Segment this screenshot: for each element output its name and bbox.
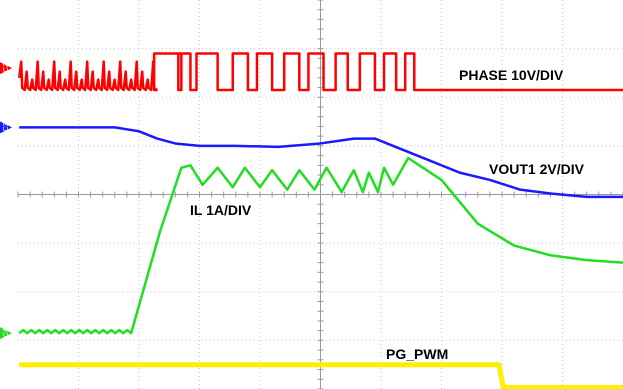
channel-marker — [0, 62, 12, 75]
channel-marker-label: C3 — [3, 122, 10, 131]
il-label: IL 1A/DIV — [190, 202, 252, 218]
channel-markers: C2 C3 C4 — [0, 62, 12, 340]
phase-label: PHASE 10V/DIV — [459, 67, 564, 83]
pg-pwm-label: PG_PWM — [386, 346, 448, 362]
trace-phase — [17, 52, 623, 92]
trace-il — [18, 156, 623, 335]
traces — [17, 52, 623, 389]
grid — [17, 0, 623, 389]
channel-marker-label: C2 — [3, 63, 10, 72]
channel-marker — [0, 121, 12, 134]
channel-marker — [0, 327, 12, 340]
channel-marker-label: C4 — [3, 328, 10, 337]
trace-vout1 — [19, 126, 623, 199]
vout1-label: VOUT1 2V/DIV — [489, 161, 585, 177]
trace-pg-pwm — [19, 362, 623, 389]
